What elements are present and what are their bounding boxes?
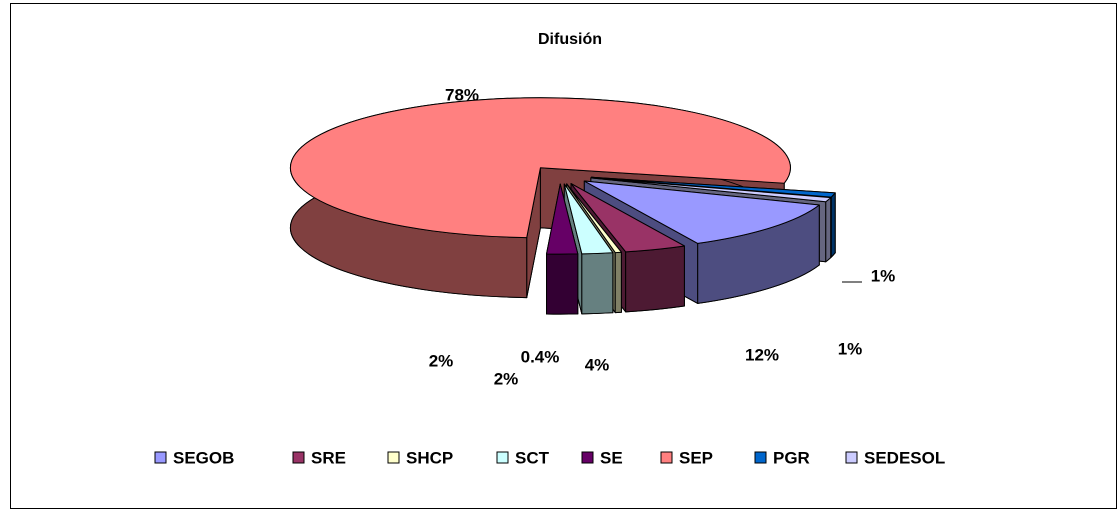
- slice-wall: [581, 252, 614, 315]
- slice-top: [566, 183, 622, 254]
- data-label: 1%: [838, 339, 863, 358]
- legend-swatch: [154, 451, 167, 464]
- legend-swatch: [292, 451, 305, 464]
- slice-top: [570, 183, 685, 253]
- legend-swatch: [496, 451, 509, 464]
- data-label: 0.4%: [521, 347, 560, 366]
- legend-label: SHCP: [406, 448, 453, 467]
- slice-wall: [825, 197, 832, 263]
- slice-wall: [546, 253, 579, 315]
- slice-wall: [830, 192, 836, 258]
- legend-label: SRE: [311, 448, 346, 467]
- slice-top: [289, 97, 791, 239]
- data-label: 4%: [585, 355, 610, 374]
- legend-label: SE: [600, 448, 623, 467]
- slice-top: [563, 183, 614, 255]
- data-label: 2%: [494, 369, 519, 388]
- legend-label: SEP: [679, 448, 713, 467]
- legend-label: SCT: [515, 448, 550, 467]
- data-label: 12%: [745, 345, 779, 364]
- legend-label: SEGOB: [173, 448, 234, 467]
- legend-swatch: [845, 451, 858, 464]
- legend-label: SEDESOL: [864, 448, 945, 467]
- legend-label: PGR: [773, 448, 810, 467]
- legend-swatch: [660, 451, 673, 464]
- slice-wall: [625, 245, 685, 313]
- slice-top: [546, 183, 579, 255]
- data-label: 1%: [871, 266, 896, 285]
- legend-swatch: [754, 451, 767, 464]
- legend-swatch: [581, 451, 594, 464]
- slice-top: [590, 177, 832, 203]
- slice-wall: [614, 251, 622, 314]
- legend-swatch: [387, 451, 400, 464]
- slice-top: [583, 180, 820, 244]
- chart-title: Difusión: [538, 31, 602, 48]
- slice-top: [590, 176, 836, 198]
- data-label: 2%: [429, 351, 454, 370]
- data-label: 78%: [445, 85, 479, 104]
